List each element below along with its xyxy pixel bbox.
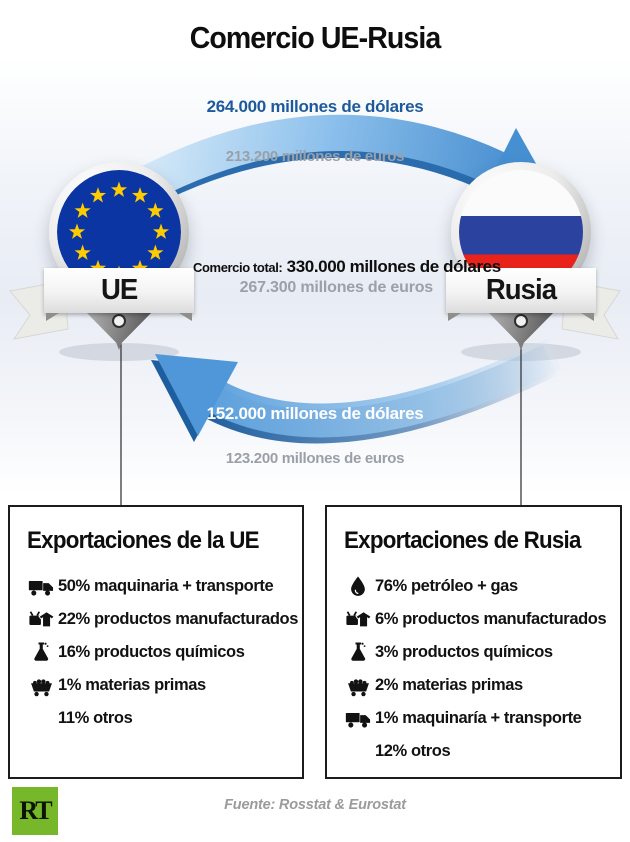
total-trade-dollars-value: 330.000 millones de dólares (286, 257, 501, 276)
pin-label-rusia: Rusia (485, 274, 557, 306)
map-pin-rusia: Rusia (446, 162, 596, 362)
flask-icon (341, 641, 375, 664)
total-trade-euros: 267.300 millones de euros (239, 279, 434, 297)
manufactured-goods-icon (24, 609, 58, 631)
rt-logo-text: RT (19, 796, 52, 825)
list-item: 50% maquinaria + transporte (10, 570, 302, 603)
page-title: Comercio UE-Rusia (189, 20, 442, 55)
list-item: 11% otros (10, 702, 302, 735)
export-item-text: 11% otros (58, 709, 133, 727)
rt-logo: RT (12, 787, 58, 835)
exports-box-ue-title: Exportaciones de la UE (27, 527, 259, 554)
bottom-flow-euros-label: 123.200 millones de euros (225, 450, 405, 467)
exports-box-rusia: Exportaciones de Rusia 76% petróleo + ga… (325, 505, 622, 779)
source-attribution: Fuente: Rosstat & Eurostat (224, 797, 406, 813)
exports-list-ue: 50% maquinaria + transporte 22% producto… (10, 570, 302, 735)
exports-box-ue: Exportaciones de la UE 50% maquinaria + … (8, 505, 304, 779)
truck-icon (24, 576, 58, 598)
list-item: 6% productos manufacturados (327, 603, 620, 636)
top-flow-euros-label: 213.200 millones de euros (225, 148, 405, 165)
export-item-text: 2% materias primas (375, 676, 523, 694)
mine-cart-icon (24, 675, 58, 697)
list-item: 3% productos químicos (327, 636, 620, 669)
total-trade-label: Comercio total: (193, 260, 283, 275)
eu-flag-icon (57, 170, 181, 294)
export-item-text: 76% petróleo + gas (375, 577, 518, 595)
list-item: 16% productos químicos (10, 636, 302, 669)
export-item-text: 22% productos manufacturados (58, 610, 299, 628)
pin-label-ue: UE (100, 274, 138, 306)
export-item-text: 16% productos químicos (58, 643, 245, 661)
list-item: 76% petróleo + gas (327, 570, 620, 603)
arrow-bottom (151, 338, 562, 444)
truck-icon (341, 708, 375, 730)
mine-cart-icon (341, 675, 375, 697)
flask-icon (24, 641, 58, 664)
map-pin-ue: UE (44, 162, 194, 362)
top-flow-dollars-label: 264.000 millones de dólares (206, 97, 424, 116)
manufactured-goods-icon (341, 609, 375, 631)
pin-anchor-dot-right (514, 314, 528, 328)
exports-list-rusia: 76% petróleo + gas 6% productos manufact… (327, 570, 620, 768)
pin-anchor-dot-left (112, 314, 126, 328)
list-item: 2% materias primas (327, 669, 620, 702)
export-item-text: 12% otros (375, 742, 451, 760)
pin-label-band-left: UE (44, 268, 194, 321)
list-item: 12% otros (327, 735, 620, 768)
export-item-text: 1% materias primas (58, 676, 206, 694)
pin-label-band-right: Rusia (446, 268, 596, 321)
pin-shadow-left (59, 343, 179, 361)
exports-box-rusia-title: Exportaciones de Rusia (344, 527, 581, 554)
total-trade-block: Comercio total: 330.000 millones de dóla… (193, 257, 501, 297)
list-item: 1% maquinaría + transporte (327, 702, 620, 735)
list-item: 1% materias primas (10, 669, 302, 702)
list-item: 22% productos manufacturados (10, 603, 302, 636)
export-item-text: 6% productos manufacturados (375, 610, 607, 628)
total-trade-dollars: Comercio total: 330.000 millones de dóla… (193, 257, 501, 276)
export-item-text: 1% maquinaría + transporte (375, 709, 582, 727)
bottom-flow-dollars-label: 152.000 millones de dólares (206, 404, 424, 423)
oil-drop-icon (341, 575, 375, 599)
export-item-text: 50% maquinaria + transporte (58, 577, 274, 595)
export-item-text: 3% productos químicos (375, 643, 553, 661)
